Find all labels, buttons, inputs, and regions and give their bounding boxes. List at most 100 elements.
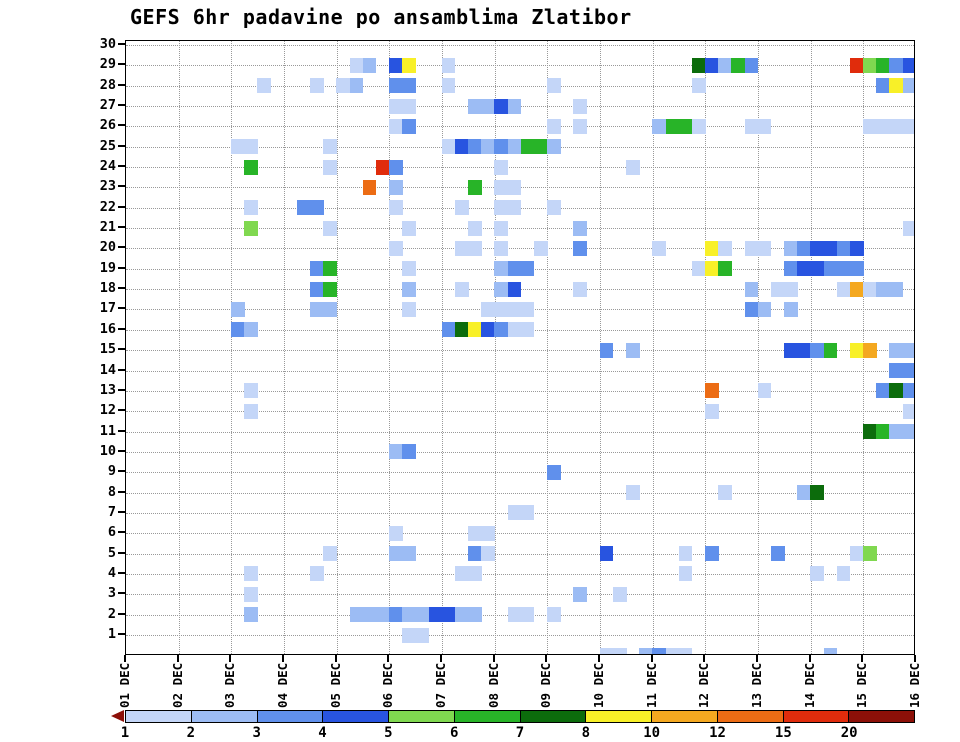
y-axis-tick (118, 612, 125, 615)
heatmap-cell (507, 281, 522, 297)
heatmap-cell (757, 118, 772, 134)
y-tick-label: 19 (99, 259, 116, 276)
heatmap-cell (889, 78, 904, 94)
heatmap-cell (244, 159, 258, 175)
y-axis-tick (118, 42, 125, 45)
heatmap-cell (863, 118, 877, 134)
heatmap-cell (244, 383, 258, 399)
heatmap-cell (691, 261, 706, 277)
heatmap-cell (810, 566, 825, 582)
heatmap-cell (494, 139, 509, 155)
heatmap-cell (678, 647, 693, 654)
y-axis-tick (118, 165, 125, 168)
heatmap-cell (902, 342, 914, 358)
legend-value-label: 7 (515, 725, 525, 741)
x-tick-label: 16 DEC (907, 662, 922, 708)
heatmap-cell (547, 78, 561, 94)
x-axis-tick (387, 655, 390, 662)
legend-value-label: 8 (581, 725, 591, 741)
heatmap-cell (349, 607, 364, 623)
heatmap-cell (375, 159, 390, 175)
heatmap-cell (323, 220, 337, 236)
heatmap-cell (454, 566, 469, 582)
grid-line-horizontal (126, 65, 914, 67)
heatmap-cell (705, 546, 719, 562)
heatmap-cell (507, 322, 522, 338)
grid-line-horizontal (126, 126, 914, 128)
heatmap-cell (573, 240, 588, 256)
heatmap-cell (494, 179, 509, 195)
plot-canvas (126, 41, 914, 654)
heatmap-cell (876, 57, 890, 73)
heatmap-cell (705, 57, 719, 73)
chart-title: GEFS 6hr padavine po ansamblima Zlatibor (130, 5, 632, 29)
grid-line-horizontal (126, 350, 914, 352)
heatmap-cell (810, 485, 825, 501)
y-axis-tick (118, 348, 125, 351)
heatmap-cell (718, 240, 732, 256)
grid-line-vertical (442, 41, 443, 654)
grid-line-horizontal (126, 492, 914, 494)
heatmap-cell (705, 403, 719, 419)
heatmap-cell (797, 240, 811, 256)
heatmap-cell (744, 301, 759, 317)
x-tick-label: 06 DEC (380, 662, 396, 708)
y-tick-label: 8 (107, 483, 116, 500)
heatmap-cell (849, 240, 864, 256)
heatmap-cell (902, 403, 914, 419)
heatmap-cell (678, 566, 693, 582)
heatmap-cell (757, 383, 772, 399)
y-tick-label: 25 (99, 137, 116, 154)
heatmap-cell (691, 78, 706, 94)
x-axis-tick (334, 655, 337, 662)
heatmap-cell (296, 200, 311, 216)
heatmap-cell (612, 647, 627, 654)
legend-value-label: 2 (186, 725, 196, 741)
heatmap-cell (244, 200, 258, 216)
legend-color-segment (126, 711, 192, 722)
heatmap-cell (454, 139, 469, 155)
heatmap-cell (863, 57, 877, 73)
y-axis-tick (118, 449, 125, 452)
y-axis-tick (118, 571, 125, 574)
heatmap-cell (691, 118, 706, 134)
y-tick-label: 23 (99, 178, 116, 195)
heatmap-cell (310, 200, 324, 216)
heatmap-cell (757, 301, 772, 317)
x-tick-label: 11 DEC (643, 662, 659, 708)
grid-line-horizontal (126, 573, 914, 575)
heatmap-cell (889, 57, 904, 73)
grid-line-vertical (705, 41, 707, 654)
grid-line-horizontal (126, 431, 914, 433)
heatmap-cell (849, 546, 864, 562)
x-axis-tick (650, 655, 653, 662)
heatmap-cell (494, 301, 509, 317)
y-tick-label: 22 (99, 198, 116, 215)
y-axis-tick (118, 388, 125, 391)
heatmap-cell (310, 261, 324, 277)
heatmap-cell (481, 322, 495, 338)
legend-left-cap-icon (111, 710, 124, 722)
y-axis-tick (118, 63, 125, 66)
plot-area (125, 40, 915, 655)
legend-value-label: 15 (774, 725, 792, 741)
y-tick-label: 9 (107, 463, 116, 480)
grid-line-vertical (494, 41, 496, 654)
grid-line-horizontal (126, 553, 914, 555)
heatmap-cell (454, 281, 469, 297)
y-tick-label: 15 (99, 341, 116, 358)
heatmap-cell (310, 281, 324, 297)
heatmap-cell (244, 220, 258, 236)
heatmap-cell (454, 607, 469, 623)
x-axis-tick (229, 655, 232, 662)
heatmap-cell (889, 342, 904, 358)
heatmap-cell (731, 57, 746, 73)
y-tick-label: 20 (99, 239, 116, 256)
grid-line-horizontal (126, 451, 914, 453)
y-tick-label: 1 (107, 626, 116, 642)
heatmap-cell (810, 261, 825, 277)
heatmap-cell (257, 78, 272, 94)
heatmap-cell (349, 57, 364, 73)
heatmap-cell (889, 281, 904, 297)
heatmap-cell (705, 383, 719, 399)
